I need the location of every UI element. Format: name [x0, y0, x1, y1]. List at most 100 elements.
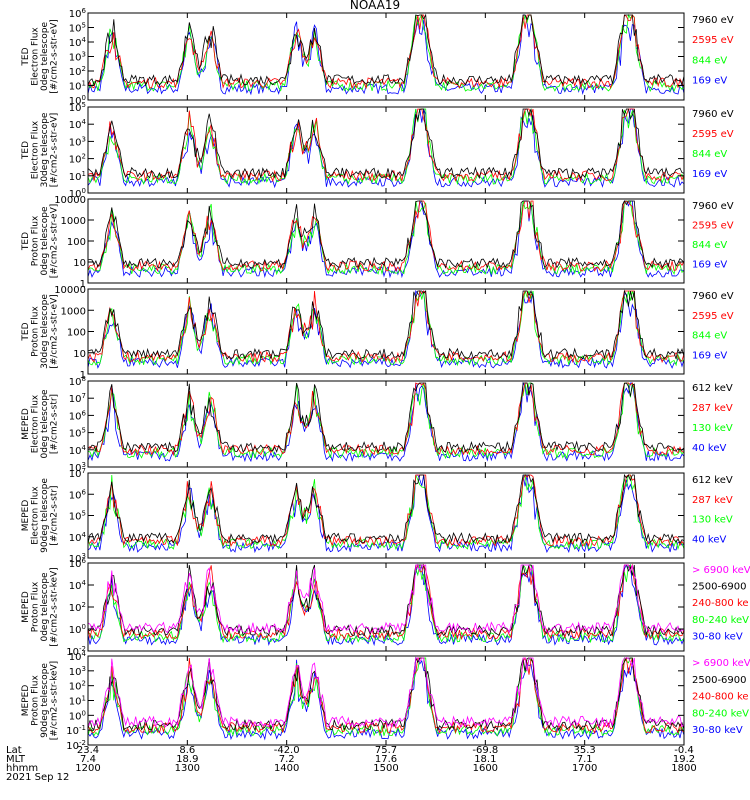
legend-entry: 844 eV [692, 240, 727, 251]
x-hhmm-label: 1800 [671, 763, 696, 774]
y-tick-label: 104 [69, 444, 87, 457]
legend-entry: 287 keV [692, 403, 733, 414]
y-tick-label: 102 [69, 65, 86, 78]
panel-4-traces [87, 289, 685, 369]
y-axis-label: 30deg telescope [40, 294, 50, 369]
x-lat-label: 23.4 [77, 745, 99, 756]
panel-7-legend: > 6900 keV 2500-6900 240-800 ke 80-240 keV 3… [692, 565, 750, 642]
legend-entry: 30-80 keV [692, 631, 743, 642]
y-tick-label: 105 [69, 22, 86, 35]
y-tick-label: 101 [69, 170, 86, 183]
y-tick-label: 100 [69, 709, 86, 722]
legend-entry: 844 eV [692, 55, 727, 66]
y-tick-label: 107 [69, 467, 86, 480]
y-axis-label: Proton Flux [31, 306, 41, 357]
legend-entry: 169 eV [692, 260, 727, 271]
y-tick-label: 10 [73, 258, 86, 269]
trace-2500-6900 [87, 656, 685, 732]
legend-entry: 7960 eV [692, 201, 734, 212]
trace-2500-6900 [87, 564, 685, 638]
panel-1-traces [87, 13, 685, 96]
x-mlt-label: 19.2 [673, 754, 695, 765]
x-lat-label: -42.0 [274, 745, 300, 756]
trace-7960-ev [87, 108, 685, 179]
trace-7960-ev [87, 200, 685, 270]
legend-entry: 169 eV [692, 169, 727, 180]
y-tick-label: 10000 [54, 195, 86, 206]
legend-entry: > 6900 keV [692, 658, 750, 669]
y-tick-label: 106 [69, 488, 87, 501]
panel-8-legend: > 6900 keV 2500-6900 240-800 ke 80-240 keV 3… [692, 658, 750, 736]
y-axis-label: Electron Flux [31, 394, 41, 453]
y-tick-label: 104 [69, 579, 87, 592]
y-tick-label: 106 [69, 557, 87, 570]
y-tick-label: 104 [69, 650, 87, 663]
trace-7960-ev [87, 13, 685, 87]
y-axis-label: [#/cm2-s-str-keV] [50, 661, 60, 740]
y-tick-label: 105 [69, 101, 86, 114]
panel-3-legend: 7960 eV 2595 eV 844 eV 169 eV [692, 201, 734, 271]
legend-entry: 844 eV [692, 331, 727, 342]
panel-1-legend: 7960 eV 2595 eV 844 eV 169 eV [692, 15, 734, 87]
x-axis-row-label: hhmm [6, 763, 38, 774]
y-axis-label: 90deg telescope [40, 478, 50, 553]
panel-2-traces [87, 108, 685, 189]
x-hhmm-label: 1200 [75, 763, 100, 774]
legend-entry: 169 eV [692, 76, 727, 87]
y-axis-label: MEPED [21, 408, 31, 440]
y-tick-label: 103 [69, 51, 86, 64]
panel-3-traces [87, 199, 685, 279]
legend-entry: 2500-6900 [692, 675, 747, 686]
x-lat-label: 35.3 [574, 745, 596, 756]
trace--6900-kev [87, 564, 685, 635]
y-axis-label: [#/cm2-s-str-eV] [50, 204, 60, 279]
legend-entry: > 6900 keV [692, 565, 750, 576]
y-axis-label: Proton Flux [31, 215, 41, 266]
y-tick-label: 104 [69, 531, 87, 544]
legend-entry: 612 keV [692, 475, 733, 486]
x-axis-row-label: 2021 Sep 12 [6, 772, 69, 783]
legend-entry: 7960 eV [692, 109, 734, 120]
y-tick-label: 10000 [54, 285, 86, 296]
y-axis-label: 30deg telescope [40, 112, 50, 187]
y-axis-label: MEPED [21, 591, 31, 623]
y-tick-label: 105 [69, 510, 86, 523]
panel-7-traces [87, 563, 685, 647]
legend-entry: 130 keV [692, 423, 733, 434]
x-mlt-label: 18.1 [474, 754, 496, 765]
x-axis-row-label: Lat [6, 745, 22, 756]
y-tick-label: 10 [73, 349, 86, 360]
y-tick-label: 100 [69, 623, 86, 636]
x-mlt-label: 17.6 [375, 754, 397, 765]
x-lat-label: 75.7 [375, 745, 397, 756]
trace-2595-ev [87, 200, 685, 272]
trace-844-ev [87, 108, 685, 186]
y-tick-label: 104 [69, 118, 87, 131]
panel-6-traces [87, 473, 685, 554]
y-tick-label: 102 [69, 601, 86, 614]
legend-entry: 80-240 keV [692, 615, 749, 626]
legend-entry: 40 keV [692, 443, 726, 454]
y-tick-label: 102 [69, 680, 86, 693]
legend-entry: 2595 eV [692, 129, 734, 140]
legend-entry: 40 keV [692, 534, 726, 545]
trace-130-kev [87, 382, 685, 460]
trace-287-kev [87, 382, 685, 457]
x-mlt-label: 7.1 [577, 754, 593, 765]
y-tick-label: 104 [69, 36, 87, 49]
legend-entry: 30-80 keV [692, 725, 743, 736]
y-tick-label: 100 [67, 328, 86, 339]
legend-entry: 2595 eV [692, 35, 734, 46]
legend-entry: 2595 eV [692, 221, 734, 232]
y-axis-label: Electron Flux [31, 486, 41, 545]
y-tick-label: 10-1 [66, 724, 86, 737]
trace-2595-ev [87, 14, 685, 90]
trace-2595-ev [87, 108, 685, 183]
y-tick-label: 1000 [61, 306, 86, 317]
y-axis-label: Proton Flux [31, 581, 41, 632]
